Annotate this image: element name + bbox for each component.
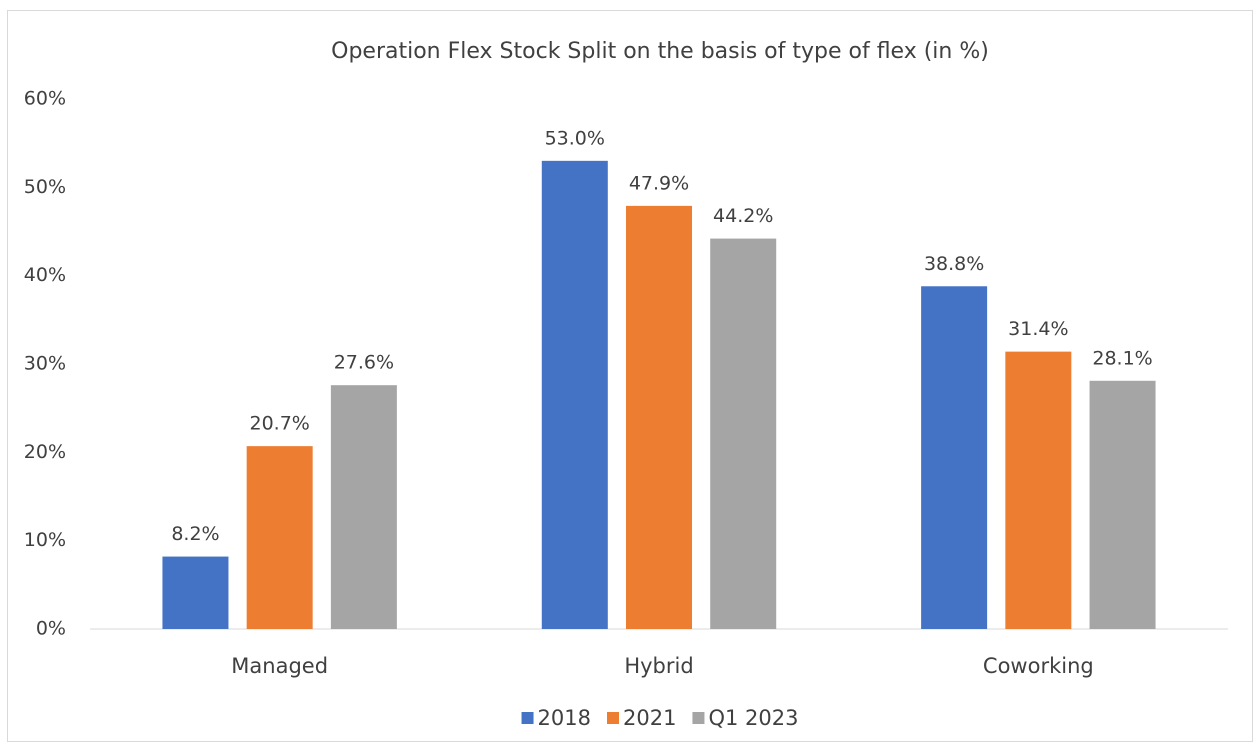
y-tick-label: 60% [24,88,66,110]
chart-title: Operation Flex Stock Split on the basis … [331,39,989,64]
value-label: 53.0% [545,127,605,149]
bar [710,238,777,630]
value-label: 27.6% [334,352,394,374]
legend-swatch [692,712,705,724]
value-label: 31.4% [1008,318,1068,340]
bar [541,160,608,630]
bar [1089,380,1156,629]
value-label: 28.1% [1092,347,1152,369]
bar [330,385,397,629]
value-label: 44.2% [713,205,773,227]
y-tick-label: 30% [24,353,66,375]
value-label: 20.7% [249,413,309,435]
bar [1005,351,1072,629]
y-tick-label: 0% [36,618,66,640]
legend-swatch [606,712,619,724]
y-tick-label: 50% [24,176,66,198]
y-tick-label: 40% [24,264,66,286]
x-tick-label: Managed [231,654,328,678]
y-tick-label: 10% [24,529,66,551]
x-tick-label: Hybrid [624,654,693,678]
legend-label: 2021 [623,706,676,730]
legend-swatch [521,712,534,724]
legend-label: Q1 2023 [708,706,798,730]
value-label: 47.9% [629,172,689,194]
bar [246,446,313,629]
value-label: 38.8% [924,253,984,275]
bar [625,205,693,629]
x-tick-label: Coworking [983,654,1094,678]
value-label: 8.2% [171,523,219,545]
bar [162,556,229,629]
bar [921,286,988,629]
legend-label: 2018 [538,706,591,730]
y-tick-label: 20% [24,441,66,463]
